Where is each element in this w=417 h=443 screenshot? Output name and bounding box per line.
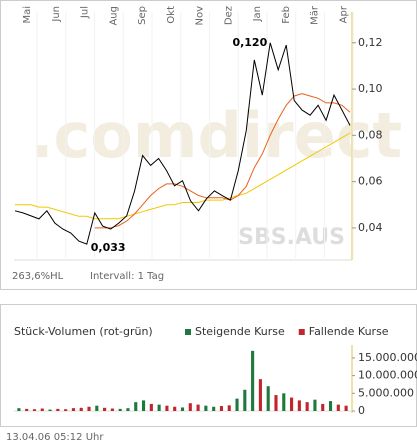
volume-bar	[196, 404, 200, 411]
x-tick-label: Nov	[195, 6, 206, 26]
x-tick-label: Sep	[137, 6, 148, 25]
volume-title: Stück-Volumen (rot-grün)	[14, 325, 153, 338]
volume-bar	[79, 407, 83, 411]
y-tick-label: 0,12	[358, 36, 383, 49]
legend-swatch	[185, 329, 191, 335]
volume-bar	[134, 402, 138, 411]
volume-bar	[305, 402, 309, 411]
y-tick-label: 0,06	[358, 175, 383, 188]
price-line	[15, 132, 351, 220]
volume-bar	[251, 350, 255, 411]
x-tick-label: Aug	[108, 6, 119, 26]
footer: 13.04.06 05:12 Uhr	[6, 432, 104, 443]
volume-bar	[344, 405, 348, 411]
volume-bar	[227, 405, 231, 411]
x-tick-label: Feb	[281, 6, 292, 24]
volume-bar	[204, 405, 208, 411]
y-tick-label: 5.000.000	[358, 386, 414, 399]
volume-bar	[266, 386, 270, 411]
x-tick-label: Jan	[252, 6, 263, 22]
annotation: 0,033	[91, 241, 126, 254]
volume-bar	[297, 400, 301, 411]
volume-bar	[313, 399, 317, 411]
volume-bar	[87, 406, 91, 411]
volume-bar	[110, 408, 114, 411]
volume-bar	[282, 393, 286, 411]
volume-bar	[95, 405, 99, 411]
volume-bar	[336, 404, 340, 411]
price-panel	[0, 0, 417, 290]
volume-bar	[64, 409, 68, 411]
volume-bar	[180, 407, 185, 411]
volume-bar	[212, 406, 216, 411]
y-tick-label: 0,08	[358, 128, 383, 141]
volume-bar	[243, 389, 247, 411]
volume-bar	[25, 408, 29, 411]
legend-label: Steigende Kurse	[195, 325, 285, 338]
symbol-watermark: SBS.AUS	[238, 225, 345, 250]
volume-bar	[32, 409, 37, 411]
y-tick-label: 0	[358, 404, 365, 417]
price-line	[14, 42, 351, 245]
x-tick-label: Apr	[338, 5, 349, 23]
x-tick-label: Okt	[166, 6, 177, 24]
volume-bar	[40, 408, 44, 411]
y-tick-label: 0,10	[358, 82, 383, 95]
volume-bar	[141, 400, 146, 411]
y-tick-label: 0,04	[358, 221, 383, 234]
volume-bar	[48, 409, 52, 411]
legend-label: Fallende Kurse	[309, 325, 389, 338]
watermark: .comdirect	[30, 99, 402, 172]
volume-bar	[126, 408, 130, 411]
price-line	[94, 93, 351, 229]
volume-bar	[118, 408, 122, 411]
volume-bar	[188, 403, 192, 411]
x-tick-label: Dez	[223, 6, 234, 25]
x-tick-label: Mär	[310, 5, 321, 25]
volume-panel	[0, 304, 417, 427]
volume-bar	[56, 408, 60, 411]
volume-bar	[274, 395, 278, 411]
annotation: 0,120	[232, 36, 267, 49]
range-note: 263,6%HL	[12, 271, 64, 282]
volume-bar	[173, 406, 177, 411]
volume-bar	[71, 408, 75, 411]
y-tick-label: 15.000.000	[358, 351, 417, 364]
volume-bar	[235, 398, 239, 411]
y-tick-label: 10.000.000	[358, 369, 417, 382]
volume-bar	[17, 408, 21, 411]
x-tick-label: Jul	[80, 6, 91, 19]
volume-bar	[103, 407, 107, 411]
volume-bar	[219, 406, 224, 411]
volume-bar	[165, 405, 169, 411]
volume-bar	[290, 397, 294, 411]
volume-bar	[258, 379, 262, 411]
volume-bar	[157, 404, 161, 411]
x-tick-label: Jun	[51, 6, 62, 23]
volume-bar	[328, 401, 333, 411]
volume-bar	[149, 403, 153, 411]
x-tick-label: Mai	[22, 6, 33, 24]
legend-swatch	[298, 329, 305, 335]
volume-bar	[321, 403, 325, 411]
interval: Intervall: 1 Tag	[90, 271, 164, 282]
